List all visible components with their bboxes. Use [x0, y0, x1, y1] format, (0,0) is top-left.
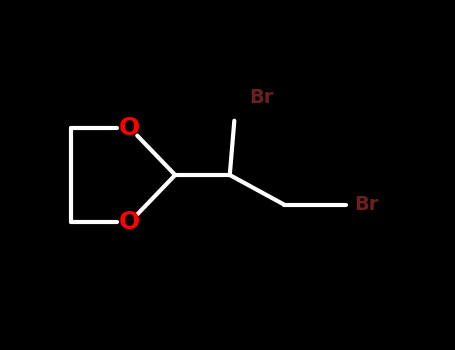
Text: O: O	[119, 210, 140, 234]
Text: Br: Br	[354, 195, 379, 214]
Text: Br: Br	[249, 88, 274, 107]
Text: O: O	[119, 116, 140, 140]
